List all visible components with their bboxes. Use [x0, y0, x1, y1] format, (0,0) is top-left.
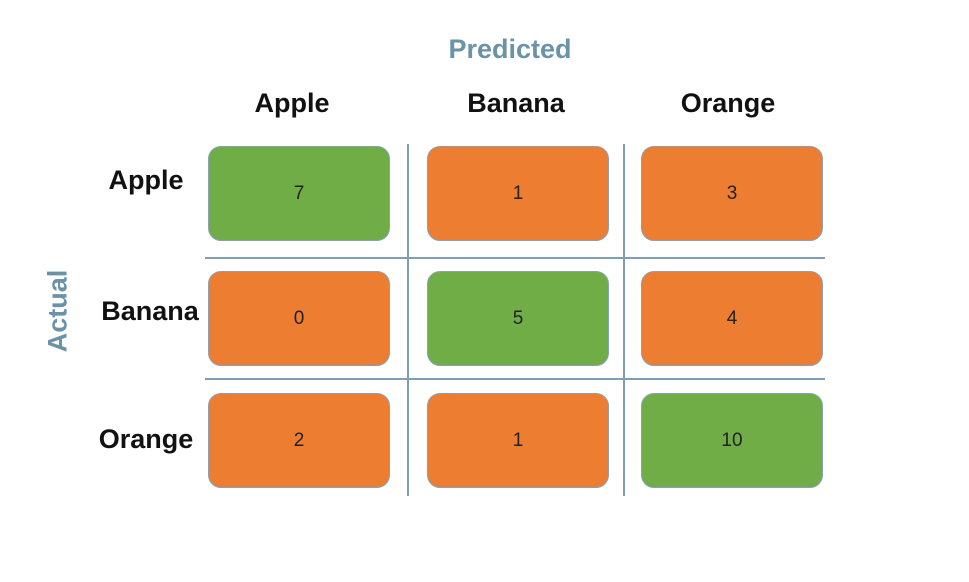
matrix-cell-banana-orange: 4: [641, 271, 823, 366]
matrix-cell-banana-banana: 5: [427, 271, 609, 366]
column-header-orange: Orange: [680, 88, 776, 118]
matrix-cell-banana-apple: 0: [208, 271, 390, 366]
row-header-banana: Banana: [101, 296, 199, 326]
matrix-cell-apple-apple: 7: [208, 146, 390, 241]
row-header-orange: Orange: [98, 424, 194, 454]
matrix-cell-orange-banana: 1: [427, 393, 609, 488]
actual-axis-title: Actual: [42, 269, 73, 353]
grid-divider-horizontal-1: [205, 257, 825, 259]
column-header-banana: Banana: [467, 88, 565, 118]
matrix-cell-orange-orange: 10: [641, 393, 823, 488]
matrix-cell-apple-orange: 3: [641, 146, 823, 241]
predicted-axis-title: Predicted: [448, 34, 572, 64]
row-header-apple: Apple: [108, 165, 184, 195]
matrix-cell-apple-banana: 1: [427, 146, 609, 241]
grid-divider-horizontal-2: [205, 378, 825, 380]
column-header-apple: Apple: [254, 88, 330, 118]
matrix-cell-orange-apple: 2: [208, 393, 390, 488]
grid-divider-vertical-2: [623, 144, 625, 496]
grid-divider-vertical-1: [407, 144, 409, 496]
